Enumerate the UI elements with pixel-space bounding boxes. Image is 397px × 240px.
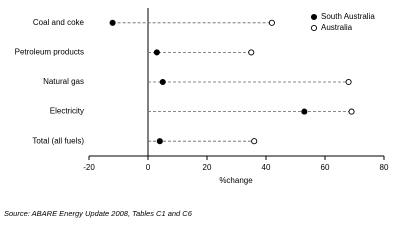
source-note: Source: ABARE Energy Update 2008, Tables… xyxy=(4,209,193,218)
y-tick-label: Petroleum products xyxy=(15,48,84,57)
x-tick-label: 0 xyxy=(146,163,151,172)
marker xyxy=(109,19,116,26)
y-tick-label: Total (all fuels) xyxy=(32,136,84,145)
x-tick-label: -20 xyxy=(83,163,95,172)
x-tick-label: 80 xyxy=(380,163,389,172)
y-tick-label: Coal and coke xyxy=(33,18,85,27)
marker xyxy=(251,138,258,145)
y-tick-label: Natural gas xyxy=(43,77,84,86)
marker xyxy=(153,49,160,56)
marker xyxy=(348,108,355,115)
x-tick-label: 60 xyxy=(321,163,330,172)
legend-label: South Australia xyxy=(321,12,375,21)
legend-marker xyxy=(310,13,318,21)
legend-marker xyxy=(310,24,318,32)
marker xyxy=(156,138,163,145)
x-axis-label: %change xyxy=(219,176,253,185)
marker xyxy=(345,78,352,86)
x-tick-label: 40 xyxy=(262,163,271,172)
y-tick-label: Electricity xyxy=(50,107,84,116)
marker xyxy=(301,108,308,115)
legend-label: Australia xyxy=(321,23,353,32)
marker xyxy=(159,78,166,86)
marker xyxy=(248,49,255,56)
marker xyxy=(268,19,275,26)
x-tick-label: 20 xyxy=(203,163,212,172)
chart: %change Source: ABARE Energy Update 2008… xyxy=(4,8,389,218)
